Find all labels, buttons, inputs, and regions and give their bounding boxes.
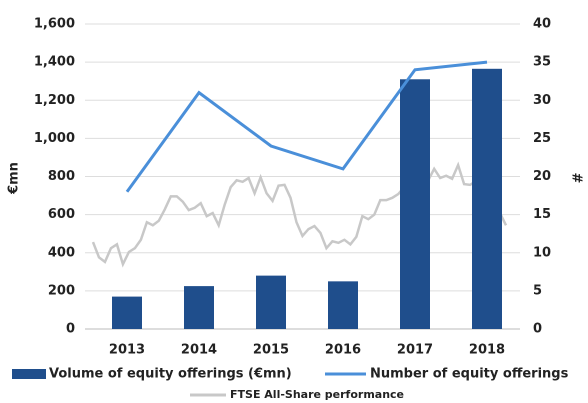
y-tick-label: 1,600: [34, 17, 75, 32]
legend-label: FTSE All-Share performance: [230, 388, 404, 401]
bar: [472, 68, 502, 329]
x-tick-label: 2013: [109, 343, 145, 358]
y-axis-title: €mn: [7, 162, 22, 195]
x-tick-label: 2017: [397, 343, 433, 358]
legend-swatch: [12, 369, 46, 379]
y2-tick-label: 25: [533, 131, 551, 146]
y-tick-label: 1,000: [34, 131, 75, 146]
x-tick-label: 2016: [325, 343, 361, 358]
y-tick-label: 200: [48, 283, 75, 298]
y2-tick-label: 15: [533, 207, 551, 222]
bar: [328, 281, 358, 329]
legend-label: Volume of equity offerings (€mn): [49, 367, 292, 382]
y2-tick-label: 10: [533, 245, 551, 260]
y2-tick-label: 0: [533, 322, 542, 337]
x-tick-label: 2015: [253, 343, 289, 358]
y-tick-label: 0: [66, 322, 75, 337]
line: [125, 60, 488, 193]
y-tick-label: 600: [48, 207, 75, 222]
y2-tick-label: 30: [533, 93, 551, 108]
y2-tick-label: 20: [533, 169, 551, 184]
x-tick-label: 2018: [469, 343, 505, 358]
x-tick-label: 2014: [181, 343, 217, 358]
y-tick-label: 400: [48, 245, 75, 260]
y2-tick-label: 5: [533, 283, 542, 298]
y2-tick-label: 40: [533, 17, 551, 32]
y-tick-label: 1,200: [34, 93, 75, 108]
y-tick-label: 800: [48, 169, 75, 184]
bar: [184, 286, 214, 329]
bar: [400, 79, 430, 329]
bar: [256, 275, 286, 329]
y2-axis-title: #: [569, 173, 584, 184]
bar: [112, 296, 142, 329]
y-tick-label: 1,400: [34, 55, 75, 70]
trend-line: [91, 161, 508, 268]
y2-tick-label: 35: [533, 55, 551, 70]
legend-label: Number of equity offerings: [370, 367, 569, 382]
